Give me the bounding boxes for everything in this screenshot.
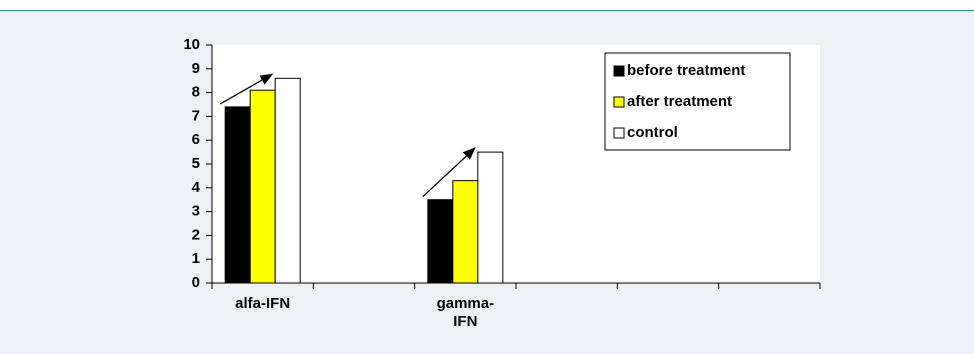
header-strip bbox=[0, 0, 974, 11]
y-tick-label: 4 bbox=[192, 179, 201, 196]
legend-swatch bbox=[613, 96, 625, 108]
bar bbox=[477, 151, 504, 284]
legend-label: before treatment bbox=[627, 62, 745, 79]
bar bbox=[274, 77, 301, 284]
y-tick-label: 3 bbox=[192, 203, 200, 220]
legend-swatch bbox=[613, 127, 625, 139]
legend-swatch bbox=[613, 65, 625, 77]
y-tick-label: 5 bbox=[192, 155, 200, 172]
y-tick-label: 6 bbox=[192, 131, 200, 148]
bar bbox=[249, 89, 276, 284]
legend-label: after treatment bbox=[627, 93, 732, 110]
y-tick-label: 9 bbox=[192, 60, 200, 77]
y-tick-label: 7 bbox=[192, 107, 200, 124]
x-tick-label: gamma-IFN bbox=[436, 295, 495, 330]
x-tick-label: alfa-IFN bbox=[235, 295, 291, 312]
y-tick-label: 2 bbox=[192, 226, 200, 243]
legend-label: control bbox=[627, 124, 678, 141]
bar bbox=[452, 180, 479, 284]
y-tick-label: 8 bbox=[192, 84, 200, 101]
trend-arrow bbox=[422, 147, 476, 198]
y-tick-label: 0 bbox=[192, 274, 200, 291]
bar bbox=[427, 199, 454, 284]
trend-arrow bbox=[219, 73, 274, 105]
y-tick-label: 1 bbox=[192, 250, 200, 267]
y-tick-label: 10 bbox=[183, 36, 200, 53]
bar bbox=[224, 106, 251, 284]
legend-box bbox=[604, 52, 791, 151]
